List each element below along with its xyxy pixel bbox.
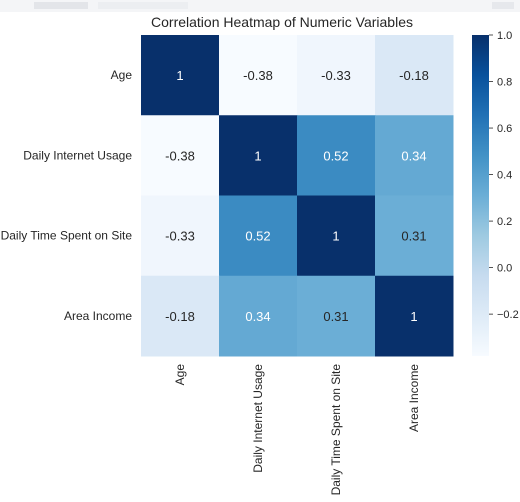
x-tick-label: Daily Internet Usage	[251, 364, 265, 473]
x-tick-label: Age	[173, 364, 187, 386]
heatmap-cells: 1 -0.38 -0.33 -0.18 -0.38 1 0.52 0.34 -0.33 0.52 1…	[141, 35, 454, 357]
blurred-toolbar-fragment	[98, 2, 188, 9]
cell-value-label: 0.52	[323, 148, 348, 163]
cell-value-label: -0.18	[165, 309, 195, 324]
cell-value-label: -0.38	[243, 68, 273, 83]
y-tick-label: Daily Time Spent on Site	[1, 229, 133, 243]
cell-value-label: -0.33	[321, 68, 351, 83]
cell-value-label: 0.31	[323, 309, 348, 324]
cell-value-label: -0.38	[165, 148, 195, 163]
heatmap-cell	[219, 115, 298, 196]
heatmap-cell	[219, 195, 298, 277]
heatmap-cell	[375, 195, 454, 277]
cell-value-label: 0.31	[401, 229, 426, 244]
cell-value-label: 0.34	[245, 309, 270, 324]
blurred-toolbar-fragment	[34, 2, 88, 9]
heatmap-cell	[297, 275, 376, 357]
y-tick-label: Daily Internet Usage	[23, 148, 132, 162]
cell-value-label: 1	[410, 309, 417, 324]
x-tick-label: Daily Time Spent on Site	[329, 364, 343, 496]
heatmap-cell	[141, 275, 220, 357]
y-tick-label: Area Income	[64, 309, 132, 323]
heatmap-cell	[219, 275, 298, 357]
heatmap-cell	[297, 35, 376, 116]
heatmap-cell	[141, 35, 220, 116]
heatmap-cell	[375, 115, 454, 196]
y-tick-label: Age	[111, 68, 133, 82]
heatmap-cell	[297, 115, 376, 196]
cell-value-label: 1	[332, 229, 339, 244]
top-strip	[0, 0, 520, 12]
colorbar-tick-label: 0.4	[497, 170, 512, 182]
heatmap-cell	[375, 35, 454, 116]
cell-value-label: 0.52	[245, 229, 270, 244]
colorbar-gradient	[472, 35, 489, 356]
chart-title: Correlation Heatmap of Numeric Variables	[151, 14, 413, 30]
colorbar-tick-label: 0.0	[497, 263, 512, 275]
heatmap-cell	[375, 275, 454, 357]
colorbar-tick-label: 0.2	[497, 216, 512, 228]
colorbar-tick-label: 0.6	[497, 123, 512, 135]
colorbar-tick-label: −0.2	[497, 309, 519, 321]
blurred-toolbar-fragment	[492, 2, 514, 9]
cell-value-label: 0.34	[401, 148, 426, 163]
cell-value-label: 1	[176, 68, 183, 83]
heatmap-cell	[141, 195, 220, 277]
y-axis-labels: Age Daily Internet Usage Daily Time Spent …	[1, 68, 133, 323]
heatmap-cell	[141, 115, 220, 196]
heatmap-cell	[219, 35, 298, 116]
cell-value-label: -0.18	[399, 68, 429, 83]
colorbar-tick-label: 1.0	[497, 30, 512, 42]
heatmap-cell	[297, 195, 376, 277]
cell-value-label: 1	[254, 148, 261, 163]
cell-value-label: -0.33	[165, 229, 195, 244]
colorbar: 1.0 0.8 0.6 0.4 0.2 0.0 −0.2	[472, 30, 519, 356]
colorbar-tick-label: 0.8	[497, 77, 512, 89]
x-tick-label: Area Income	[407, 364, 421, 432]
x-axis-labels: Age Daily Internet Usage Daily Time Spent …	[173, 364, 421, 496]
